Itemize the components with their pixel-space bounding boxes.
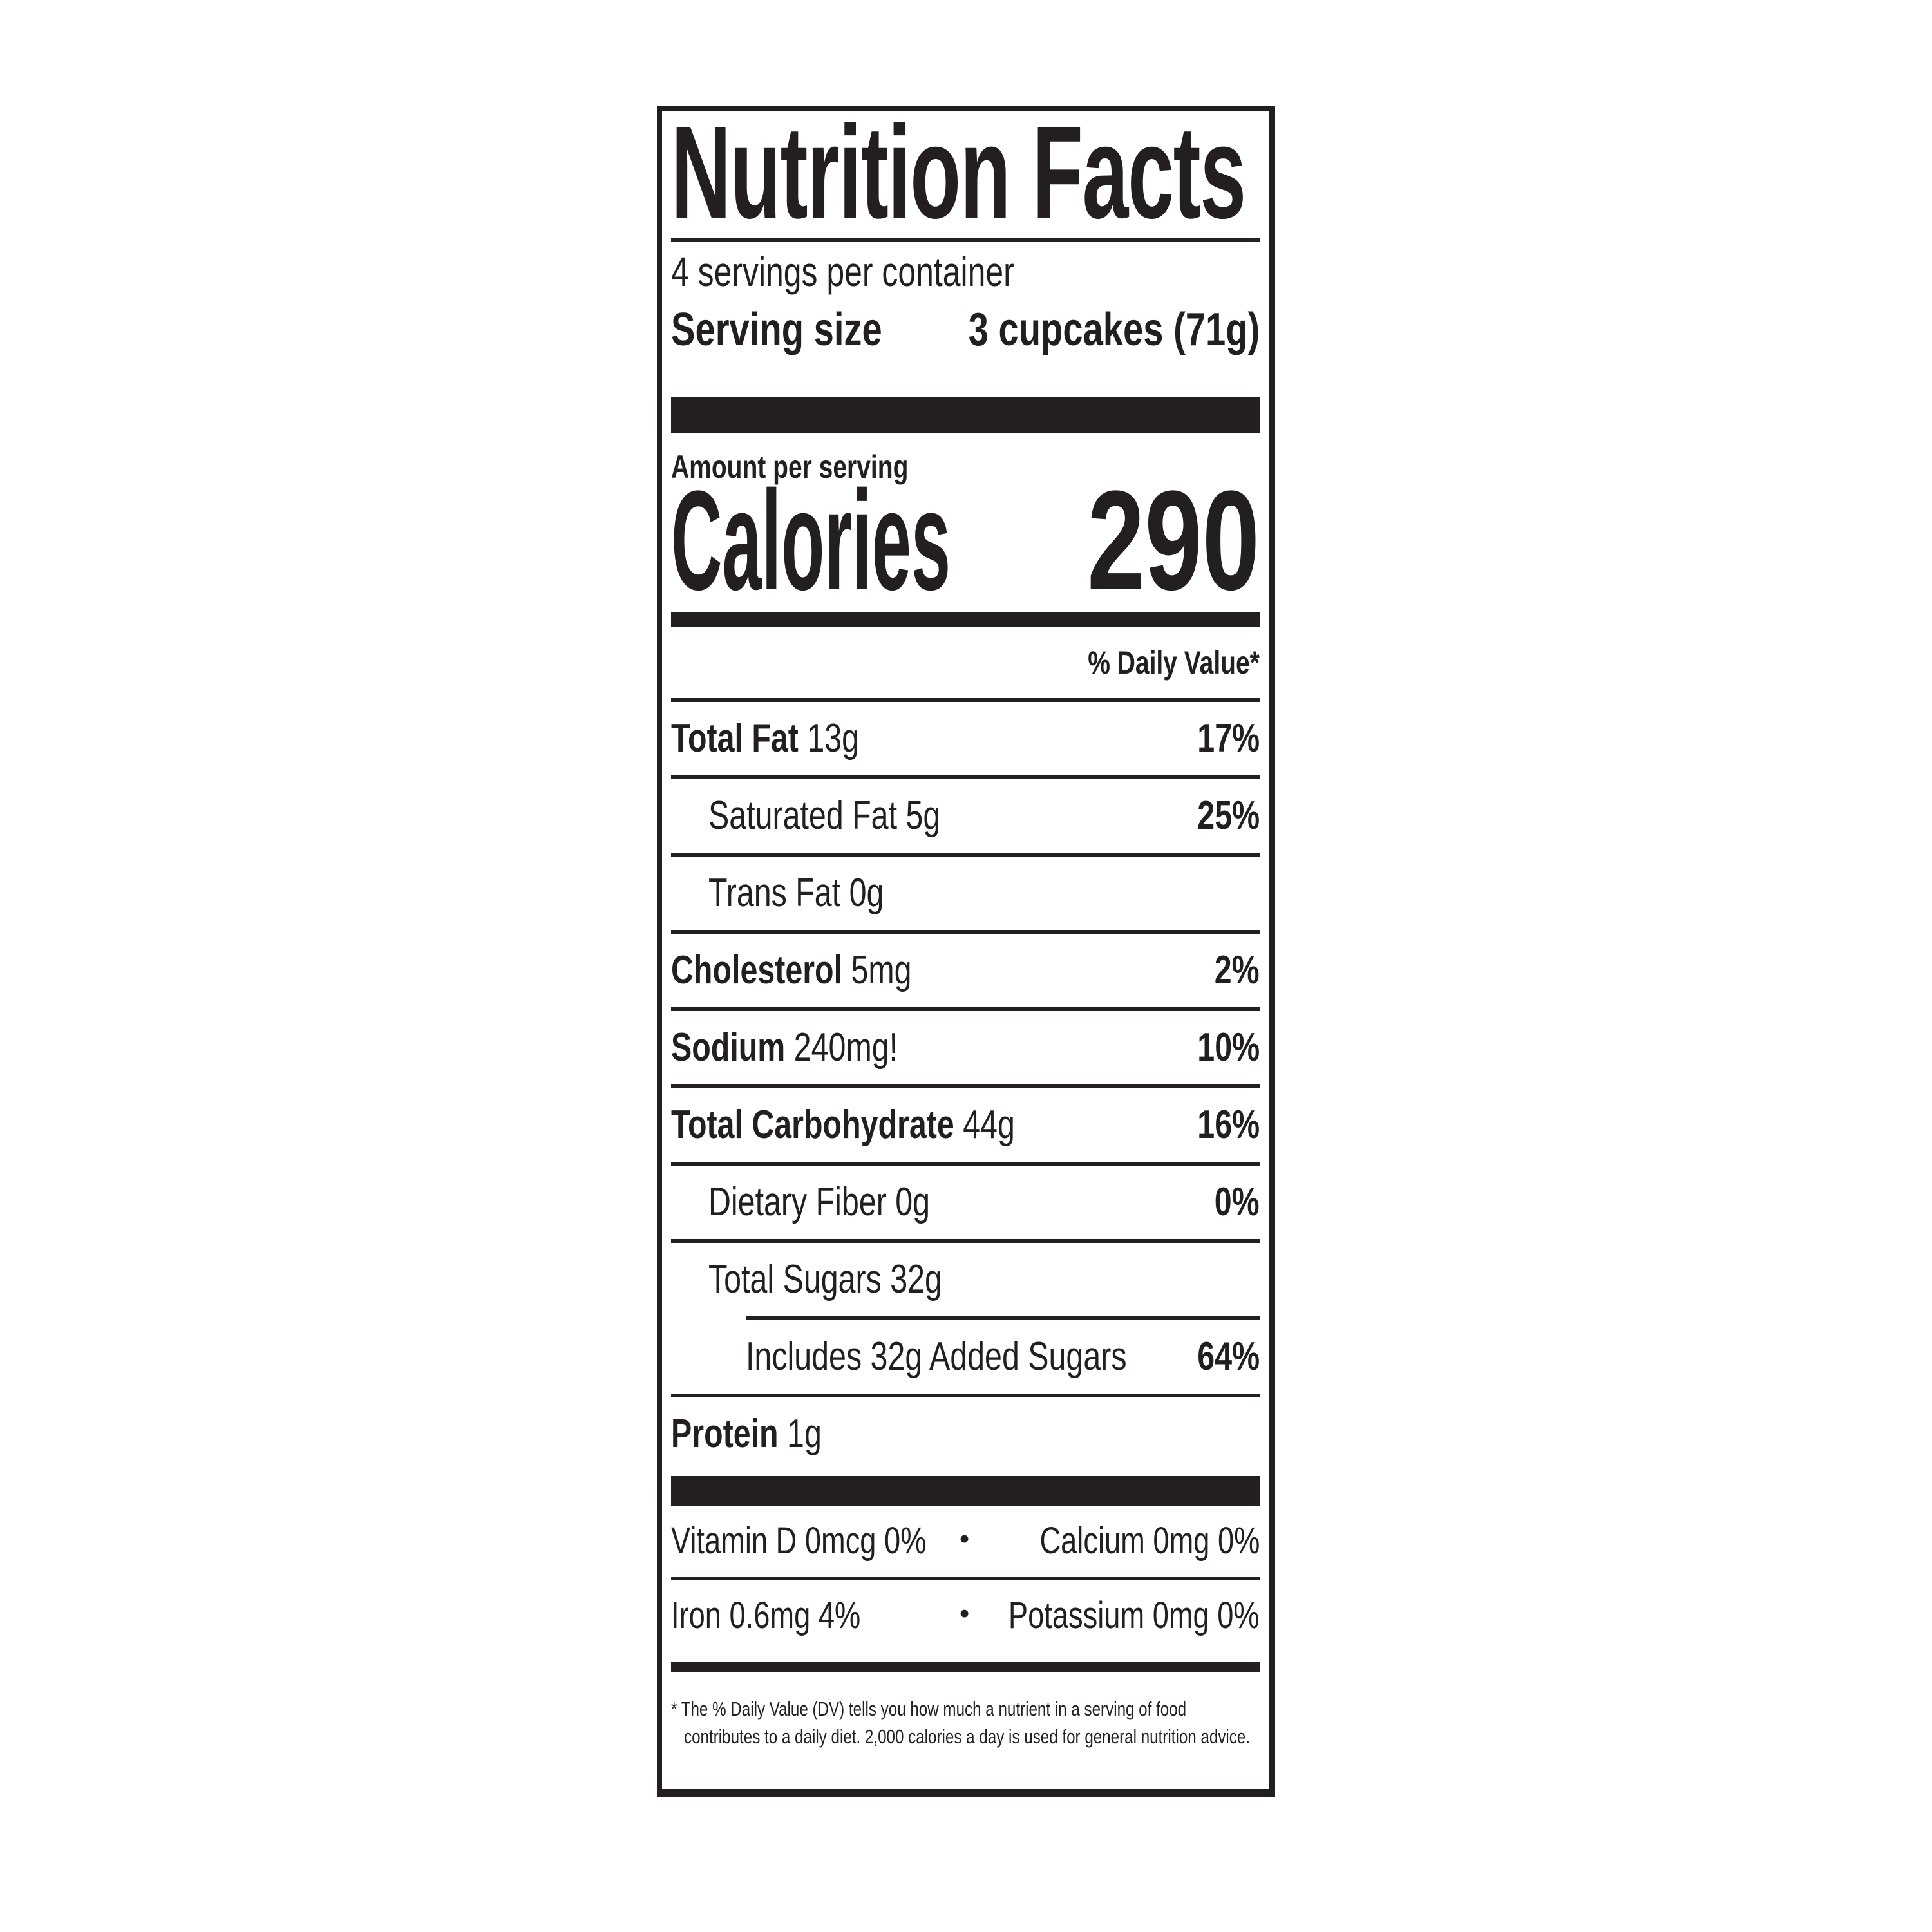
daily-value-divider: [671, 698, 1260, 702]
micronutrient-right: Calcium 0mg 0%: [1039, 1520, 1260, 1562]
nutrient-daily-value: 10%: [1197, 1025, 1260, 1070]
nutrient-row-cholesterol: Cholesterol 5mg 2%: [671, 934, 1260, 1011]
calories-divider: [671, 612, 1260, 627]
nutrient-name: Sodium: [671, 1025, 786, 1070]
nutrient-daily-value: 2%: [1215, 948, 1260, 992]
micronutrient-left: Vitamin D 0mcg 0%: [671, 1520, 927, 1562]
nutrient-amount: 0g: [895, 1180, 931, 1224]
nutrient-name: Total Fat: [671, 716, 799, 761]
nutrient-name: Cholesterol: [671, 948, 843, 992]
nutrient-amount: 5g: [905, 793, 941, 838]
nutrient-name: Includes 32g Added Sugars: [746, 1334, 1127, 1379]
footnote-line-1: * The % Daily Value (DV) tells you how m…: [671, 1698, 1187, 1720]
thick-divider-middle: [671, 1476, 1260, 1506]
footnote-line-2: contributes to a daily diet. 2,000 calor…: [684, 1725, 1251, 1748]
header-divider: [671, 238, 1260, 242]
nutrient-row-protein: Protein 1g: [671, 1397, 1260, 1471]
calories-value: 290: [1087, 461, 1260, 620]
servings-per-container-text: 4 servings per container: [671, 249, 1014, 295]
nutrient-row-added-sugars: Includes 32g Added Sugars 64%: [671, 1320, 1260, 1397]
calories-label: Calories: [671, 461, 951, 620]
nutrient-name: Saturated Fat: [708, 793, 898, 838]
bullet-icon: •: [959, 1598, 970, 1629]
nutrient-row-total-fat: Total Fat 13g 17%: [671, 702, 1260, 779]
nutrient-amount: 13g: [807, 716, 860, 761]
micronutrient-left: Iron 0.6mg 4%: [671, 1595, 861, 1636]
serving-size-row: Serving size 3 cupcakes (71g): [671, 307, 1260, 353]
serving-size-label: Serving size: [671, 304, 882, 355]
nutrient-row-total-carbohydrate: Total Carbohydrate 44g 16%: [671, 1088, 1260, 1166]
nutrient-name: Total Carbohydrate: [671, 1103, 954, 1147]
amount-per-serving-label: Amount per serving: [671, 449, 909, 485]
footnote: * The % Daily Value (DV) tells you how m…: [671, 1695, 1260, 1751]
nutrient-amount: 0g: [849, 871, 884, 915]
serving-size-value: 3 cupcakes (71g): [968, 304, 1260, 355]
nutrient-row-dietary-fiber: Dietary Fiber 0g 0%: [671, 1166, 1260, 1243]
nutrient-name: Dietary Fiber: [708, 1180, 887, 1224]
label-title: Nutrition Facts: [671, 99, 1246, 246]
nutrient-amount: 240mg!: [793, 1025, 898, 1070]
nutrient-row-trans-fat: Trans Fat 0g: [671, 857, 1260, 934]
nutrient-name: Total Sugars: [708, 1257, 882, 1302]
micronutrient-row-2: Iron 0.6mg 4% • Potassium 0mg 0%: [671, 1580, 1260, 1651]
nutrient-row-sodium: Sodium 240mg! 10%: [671, 1011, 1260, 1088]
nutrient-amount: 5mg: [851, 948, 912, 992]
nutrient-daily-value: 17%: [1197, 716, 1260, 761]
calories-row: Calories 290: [671, 461, 1260, 620]
nutrient-amount: 44g: [963, 1103, 1015, 1147]
thick-divider-bottom: [671, 1662, 1260, 1672]
micronutrient-row-1: Vitamin D 0mcg 0% • Calcium 0mg 0%: [671, 1506, 1260, 1580]
nutrient-name: Trans Fat: [708, 871, 841, 915]
nutrient-name: Protein: [671, 1412, 779, 1456]
micronutrient-right: Potassium 0mg 0%: [1009, 1595, 1260, 1636]
servings-per-container: 4 servings per container: [671, 251, 1260, 292]
nutrition-facts-label: Nutrition Facts 4 servings per container…: [657, 106, 1275, 1797]
nutrient-amount: 1g: [787, 1412, 822, 1456]
daily-value-header: % Daily Value*: [1088, 645, 1260, 681]
nutrient-daily-value: 25%: [1197, 793, 1260, 838]
nutrient-daily-value: 16%: [1197, 1103, 1260, 1147]
nutrient-daily-value: 0%: [1215, 1180, 1260, 1224]
partial-divider: [746, 1316, 1260, 1320]
nutrient-row-saturated-fat: Saturated Fat 5g 25%: [671, 779, 1260, 857]
thick-divider-top: [671, 397, 1260, 433]
nutrient-row-total-sugars: Total Sugars 32g: [671, 1243, 1260, 1316]
bullet-icon: •: [959, 1523, 970, 1555]
nutrient-daily-value: 64%: [1197, 1334, 1260, 1379]
nutrient-amount: 32g: [890, 1257, 942, 1302]
